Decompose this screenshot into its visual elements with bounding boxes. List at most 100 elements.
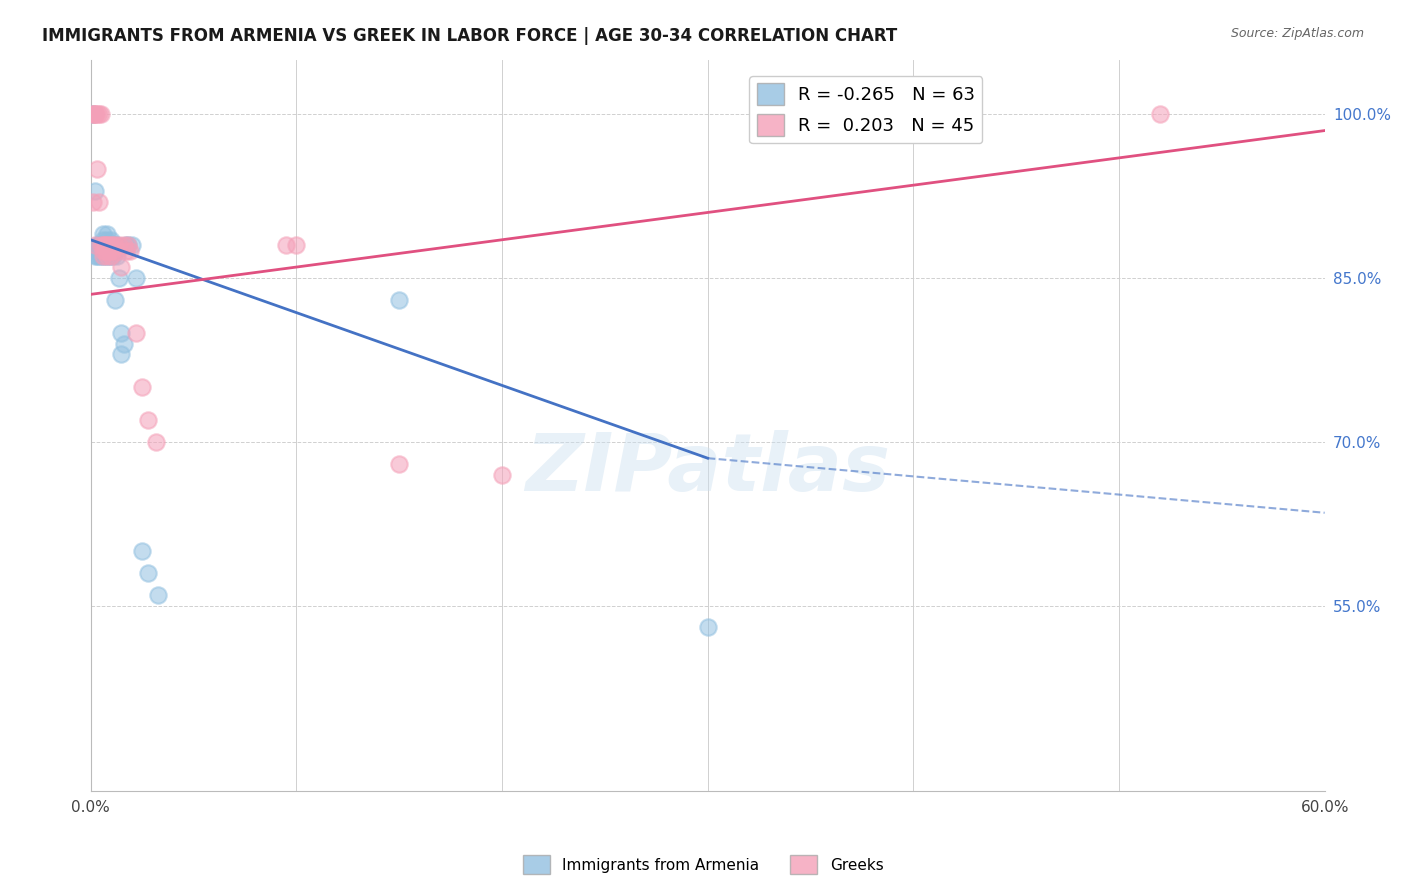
Point: [94, 238, 117, 252]
Point: [83, 238, 105, 252]
Point: [86, 238, 108, 252]
Point: [94, 238, 117, 252]
Point: [96, 244, 118, 258]
Point: [94, 238, 117, 252]
Point: [86, 249, 108, 263]
Point: [104, 238, 127, 252]
Point: [90, 244, 112, 258]
Point: [83, 184, 105, 198]
Point: [91, 238, 114, 252]
Point: [98, 238, 121, 252]
Point: [103, 244, 125, 258]
Point: [91, 244, 114, 258]
Point: [90, 107, 112, 121]
Point: [105, 238, 128, 252]
Point: [90, 238, 112, 252]
Point: [104, 293, 127, 307]
Text: Source: ZipAtlas.com: Source: ZipAtlas.com: [1230, 27, 1364, 40]
Point: [110, 326, 132, 340]
Point: [94, 244, 117, 258]
Point: [91, 238, 114, 252]
Point: [117, 238, 139, 252]
Point: [98, 244, 121, 258]
Point: [100, 233, 122, 247]
Point: [100, 249, 122, 263]
Point: [91, 227, 114, 242]
Point: [108, 271, 131, 285]
Point: [82, 107, 104, 121]
Point: [87, 238, 110, 252]
Point: [87, 238, 110, 252]
Point: [118, 244, 141, 258]
Point: [91, 244, 114, 258]
Point: [108, 238, 131, 252]
Point: [274, 238, 297, 252]
Point: [105, 249, 128, 263]
Point: [83, 249, 105, 263]
Point: [79, 107, 101, 121]
Point: [136, 413, 159, 427]
Point: [136, 566, 159, 580]
Point: [83, 107, 105, 121]
Point: [100, 238, 122, 252]
Point: [100, 244, 122, 258]
Point: [145, 434, 167, 449]
Point: [94, 244, 117, 258]
Point: [131, 380, 153, 394]
Point: [100, 244, 122, 258]
Point: [87, 249, 110, 263]
Point: [110, 260, 132, 274]
Point: [103, 238, 125, 252]
Point: [91, 238, 114, 252]
Point: [91, 249, 114, 263]
Point: [100, 238, 122, 252]
Point: [148, 588, 170, 602]
Point: [91, 249, 114, 263]
Point: [112, 336, 135, 351]
Point: [96, 227, 118, 242]
Point: [105, 244, 128, 258]
Point: [86, 244, 108, 258]
Point: [110, 347, 132, 361]
Point: [100, 244, 122, 258]
Point: [82, 107, 104, 121]
Point: [103, 249, 125, 263]
Point: [96, 244, 118, 258]
Point: [96, 238, 118, 252]
Text: ZIPatlas: ZIPatlas: [524, 430, 890, 508]
Text: IMMIGRANTS FROM ARMENIA VS GREEK IN LABOR FORCE | AGE 30-34 CORRELATION CHART: IMMIGRANTS FROM ARMENIA VS GREEK IN LABO…: [42, 27, 897, 45]
Point: [388, 293, 411, 307]
Point: [491, 467, 513, 482]
Point: [98, 238, 121, 252]
Point: [90, 238, 112, 252]
Point: [285, 238, 308, 252]
Point: [98, 249, 121, 263]
Point: [125, 326, 148, 340]
Point: [98, 244, 121, 258]
Point: [96, 238, 118, 252]
Point: [87, 244, 110, 258]
Point: [125, 271, 148, 285]
Point: [83, 107, 105, 121]
Point: [94, 238, 117, 252]
Point: [90, 249, 112, 263]
Point: [96, 249, 118, 263]
Point: [121, 238, 143, 252]
Point: [117, 238, 139, 252]
Point: [104, 244, 127, 258]
Point: [91, 233, 114, 247]
Point: [114, 238, 136, 252]
Point: [388, 457, 411, 471]
Point: [103, 244, 125, 258]
Point: [114, 244, 136, 258]
Legend: Immigrants from Armenia, Greeks: Immigrants from Armenia, Greeks: [516, 849, 890, 880]
Legend: R = -0.265   N = 63, R =  0.203   N = 45: R = -0.265 N = 63, R = 0.203 N = 45: [749, 76, 983, 144]
Point: [90, 244, 112, 258]
Point: [1149, 107, 1171, 121]
Point: [94, 249, 117, 263]
Point: [131, 544, 153, 558]
Point: [96, 249, 118, 263]
Point: [696, 620, 718, 634]
Point: [104, 238, 127, 252]
Point: [86, 161, 108, 176]
